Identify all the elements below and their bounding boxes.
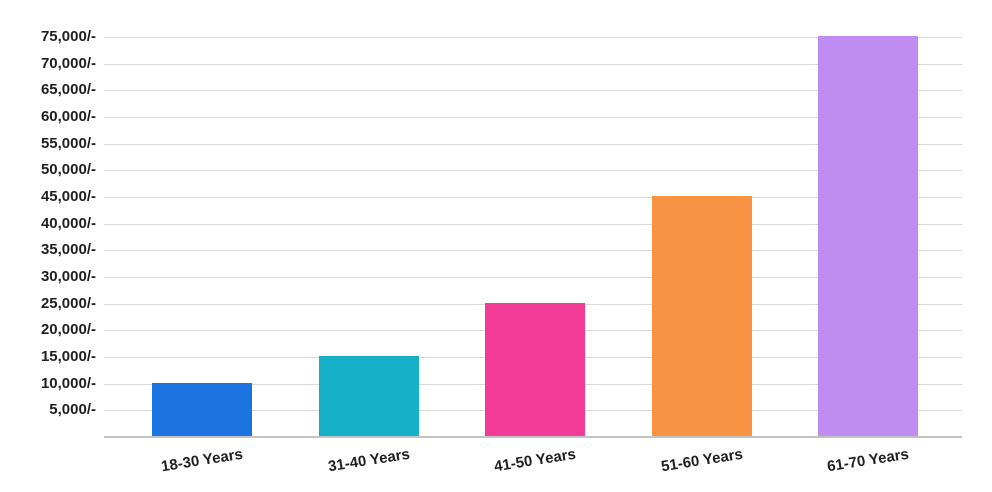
- gridline-30000: [104, 277, 962, 278]
- y-tick-label: 25,000/-: [40, 294, 96, 312]
- x-axis-line: [104, 436, 962, 438]
- y-tick-label: 70,000/-: [40, 54, 96, 72]
- x-tick-label-41-50-years: 41-50 Years: [493, 445, 577, 476]
- y-tick-label: 55,000/-: [40, 134, 96, 152]
- x-tick-label-61-70-years: 61-70 Years: [826, 445, 910, 476]
- gridline-75000: [104, 37, 962, 38]
- y-tick-label: 15,000/-: [40, 348, 96, 365]
- gridline-35000: [104, 250, 962, 252]
- gridline-40000: [104, 223, 962, 225]
- y-tick-label: 50,000/-: [40, 161, 96, 179]
- x-tick-label-18-30-years: 18-30 Years: [160, 445, 244, 476]
- y-tick-label: 75,000/-: [40, 28, 96, 45]
- bar-61-70-years: [818, 36, 918, 436]
- y-tick-label: 20,000/-: [40, 321, 96, 339]
- y-axis: 5,000/- 10,000/- 15,000/- 20,000/- 25,000/- 3…: [0, 28, 96, 437]
- y-tick-label: 60,000/-: [40, 108, 96, 125]
- x-tick-label-31-40-years: 31-40 Years: [326, 445, 411, 476]
- gridline-70000: [104, 63, 962, 65]
- y-tick-label: 10,000/-: [40, 374, 96, 392]
- gridline-60000: [104, 117, 962, 118]
- gridline-55000: [104, 143, 962, 145]
- bar-31-40-years: [318, 356, 419, 436]
- gridline-65000: [104, 90, 962, 92]
- x-tick-label-51-60-years: 51-60 Years: [659, 445, 744, 476]
- y-tick-label: 65,000/-: [40, 81, 96, 99]
- y-tick-label: 35,000/-: [40, 241, 96, 259]
- y-tick-label: 45,000/-: [40, 188, 96, 205]
- plot-area: [104, 36, 962, 438]
- bar-41-50-years: [485, 302, 585, 436]
- gridline-45000: [104, 197, 962, 198]
- bar-18-30-years: [152, 382, 252, 436]
- x-axis: 18-30 Years 31-40 Years 41-50 Years 51-60 Y…: [104, 440, 962, 492]
- bar-51-60-years: [651, 196, 752, 436]
- y-tick-label: 30,000/-: [40, 268, 96, 285]
- gridline-50000: [104, 170, 962, 172]
- y-tick-label: 5,000/-: [49, 401, 96, 419]
- y-tick-label: 40,000/-: [40, 214, 96, 232]
